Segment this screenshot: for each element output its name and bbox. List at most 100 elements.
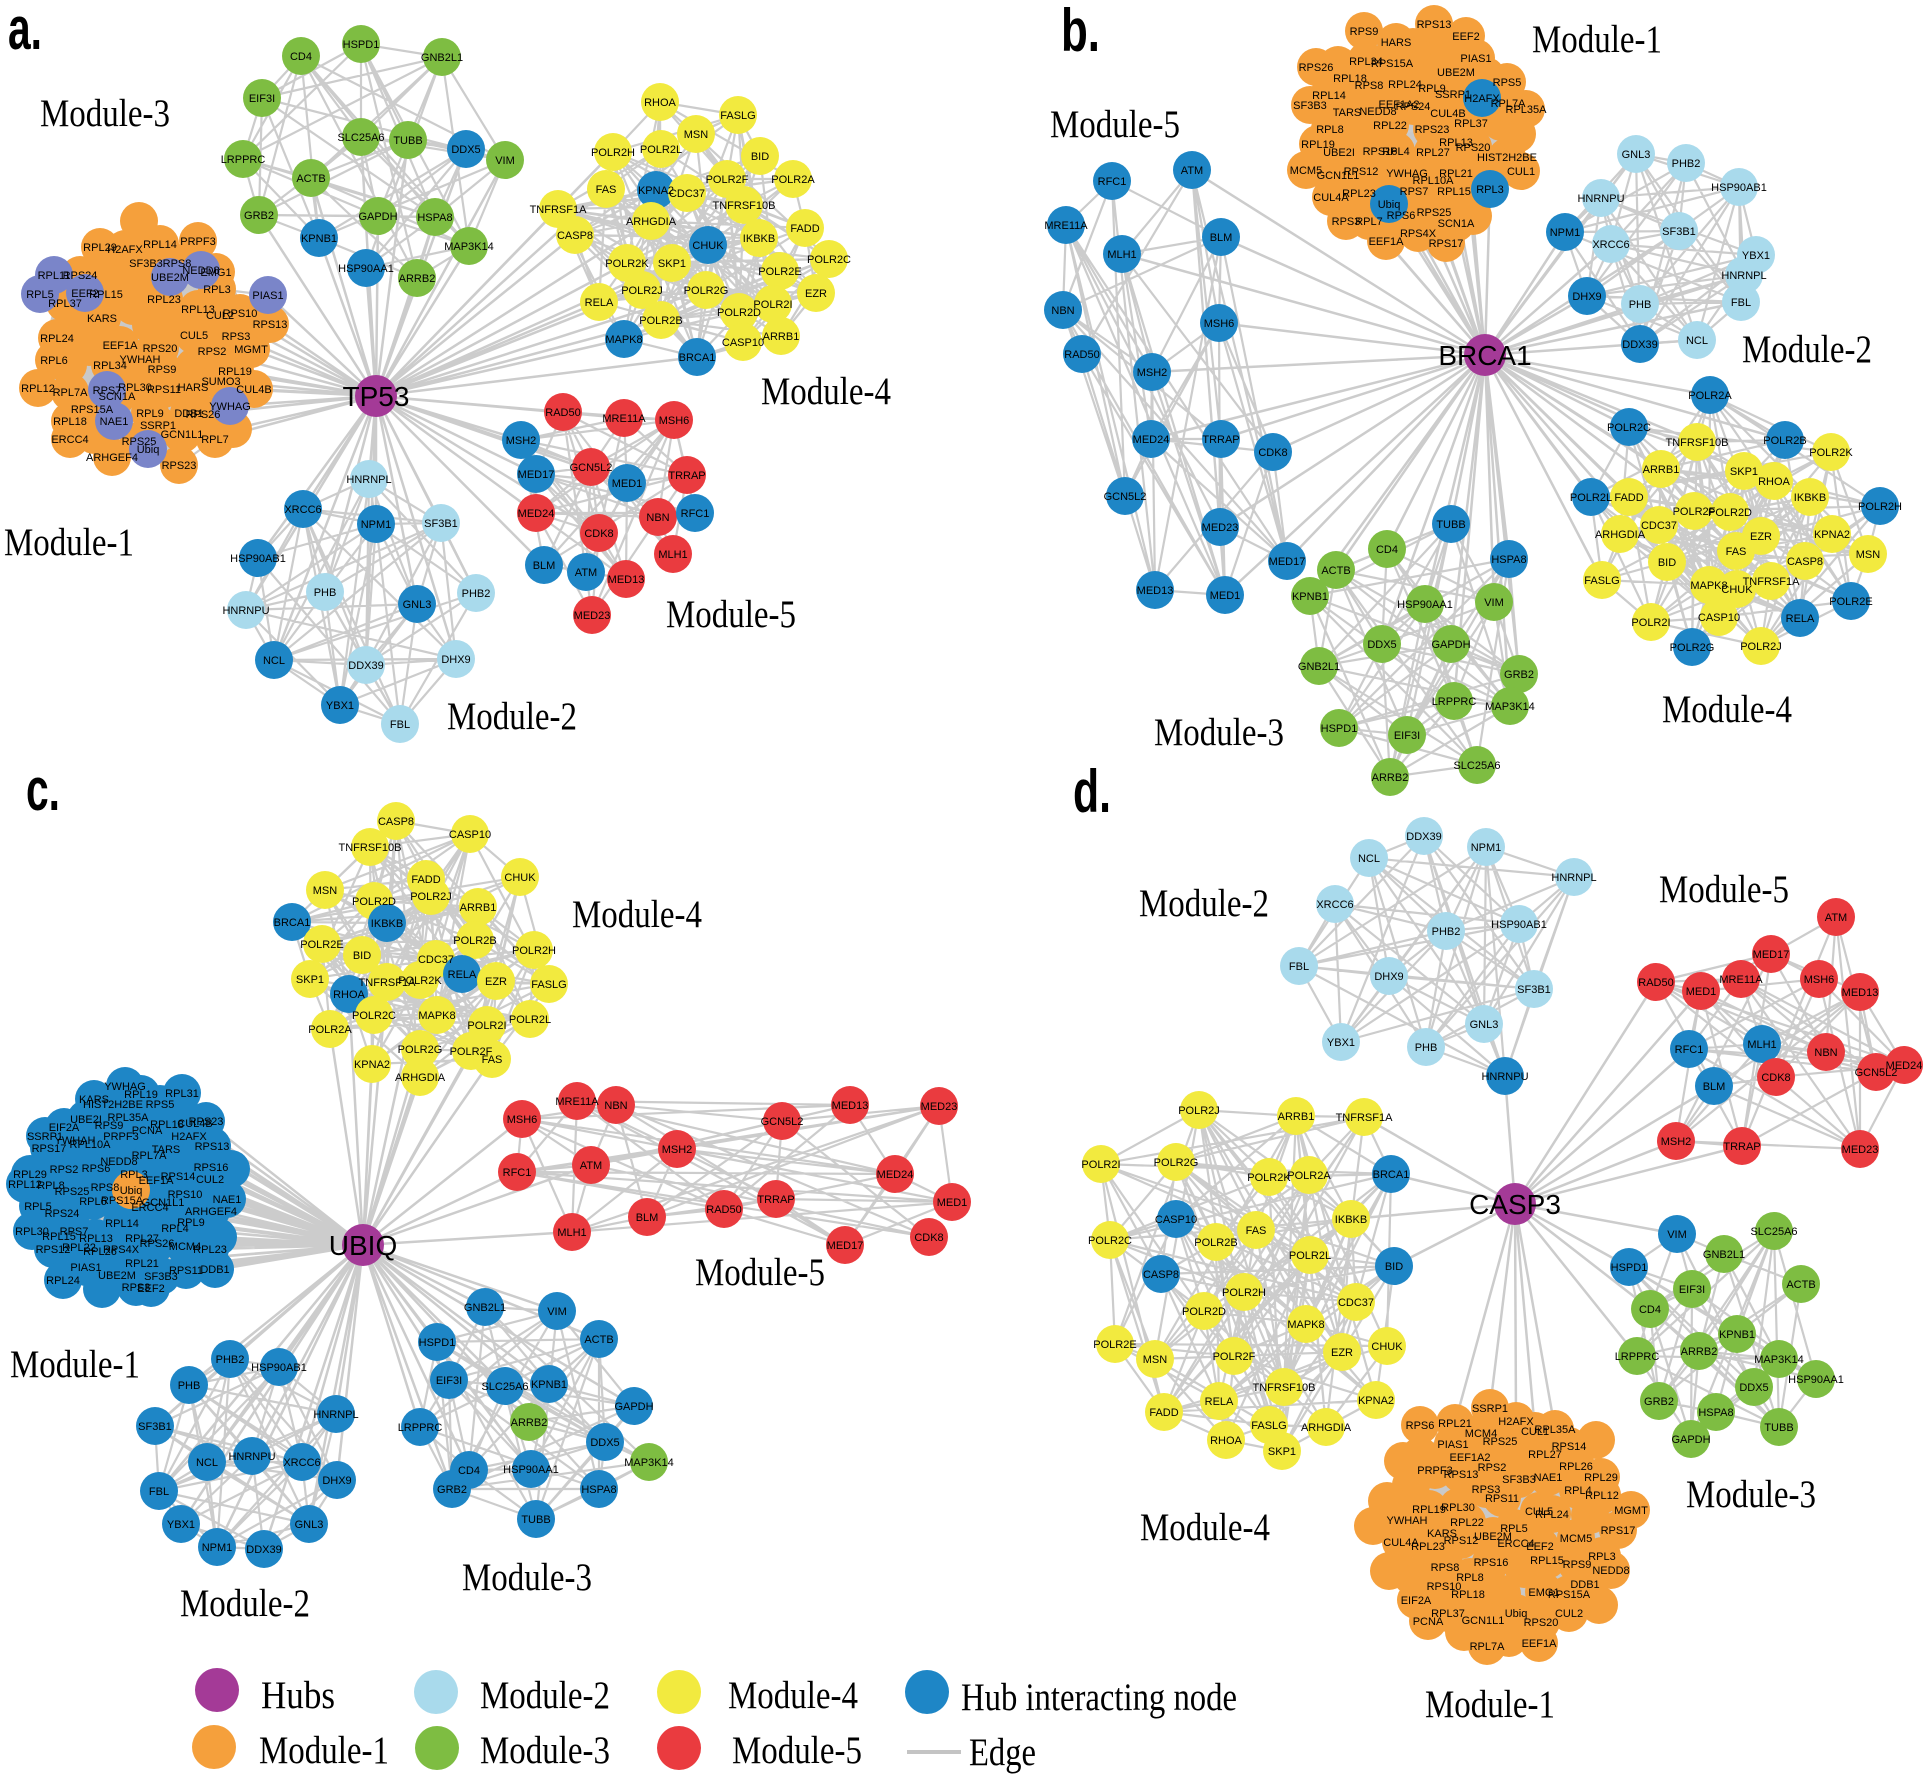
svg-text:GCN5L2: GCN5L2 <box>1104 491 1147 503</box>
svg-text:Module-5: Module-5 <box>666 593 796 636</box>
svg-text:ERCC4: ERCC4 <box>1497 1538 1534 1550</box>
svg-text:EMG1: EMG1 <box>1528 1587 1559 1599</box>
svg-text:RPS5: RPS5 <box>146 1099 175 1111</box>
svg-text:POLR2L: POLR2L <box>509 1014 551 1026</box>
svg-text:H2AFX: H2AFX <box>1498 1416 1534 1428</box>
svg-text:EEF2: EEF2 <box>1452 31 1480 43</box>
svg-text:PIAS1: PIAS1 <box>1460 53 1491 65</box>
svg-text:CDC37: CDC37 <box>669 188 705 200</box>
svg-text:MED24: MED24 <box>877 1169 914 1181</box>
svg-text:RPS17: RPS17 <box>32 1143 67 1155</box>
svg-text:TUBB: TUBB <box>1436 519 1465 531</box>
svg-text:HNRNPU: HNRNPU <box>228 1451 275 1463</box>
svg-text:RPS9: RPS9 <box>148 364 177 376</box>
svg-text:RPS24: RPS24 <box>1396 101 1431 113</box>
svg-text:KARS: KARS <box>79 1094 109 1106</box>
svg-text:NEDD8: NEDD8 <box>182 265 219 277</box>
svg-text:RPL27: RPL27 <box>1528 1449 1562 1461</box>
svg-text:POLR2F: POLR2F <box>1213 1351 1256 1363</box>
svg-text:PCNA: PCNA <box>1413 1616 1444 1628</box>
svg-text:RPL23: RPL23 <box>193 1244 227 1256</box>
svg-text:MED1: MED1 <box>937 1197 968 1209</box>
svg-text:DDX39: DDX39 <box>246 1544 281 1556</box>
svg-text:SF3B3: SF3B3 <box>1293 100 1327 112</box>
svg-text:BRCA1: BRCA1 <box>1438 340 1531 371</box>
svg-text:GAPDH: GAPDH <box>614 1401 653 1413</box>
svg-text:RPS12: RPS12 <box>1344 166 1379 178</box>
svg-text:YWHAG: YWHAG <box>104 1081 146 1093</box>
svg-text:PHB2: PHB2 <box>462 588 491 600</box>
svg-text:RPL3: RPL3 <box>120 1169 148 1181</box>
svg-text:KPNB1: KPNB1 <box>531 1379 567 1391</box>
svg-text:TARS: TARS <box>152 1144 181 1156</box>
svg-text:YBX1: YBX1 <box>1327 1037 1355 1049</box>
svg-text:d.: d. <box>1073 758 1111 825</box>
svg-text:KPNA2: KPNA2 <box>354 1059 390 1071</box>
svg-text:RPL9: RPL9 <box>136 408 164 420</box>
svg-text:RPL21: RPL21 <box>125 1258 159 1270</box>
svg-text:RPS12: RPS12 <box>36 1244 71 1256</box>
svg-text:RPS7: RPS7 <box>60 1226 89 1238</box>
svg-text:RPS16: RPS16 <box>1474 1557 1509 1569</box>
svg-text:RELA: RELA <box>448 969 477 981</box>
svg-text:RPS3: RPS3 <box>222 331 251 343</box>
svg-text:CD4: CD4 <box>458 1465 480 1477</box>
svg-text:MSH2: MSH2 <box>506 435 537 447</box>
svg-text:BLM: BLM <box>533 560 556 572</box>
svg-text:RPS3: RPS3 <box>122 1282 151 1294</box>
svg-text:GRB2: GRB2 <box>437 1484 467 1496</box>
svg-text:DDB1: DDB1 <box>174 408 203 420</box>
svg-text:ARRB2: ARRB2 <box>1681 1346 1718 1358</box>
svg-text:RPS26: RPS26 <box>1299 62 1334 74</box>
svg-text:MGMT: MGMT <box>1614 1505 1648 1517</box>
svg-text:EEF2: EEF2 <box>137 1283 165 1295</box>
svg-text:MED13: MED13 <box>1137 585 1174 597</box>
svg-text:NAE1: NAE1 <box>1534 1472 1563 1484</box>
svg-text:SLC25A6: SLC25A6 <box>481 1381 528 1393</box>
svg-text:KPNB1: KPNB1 <box>1292 591 1328 603</box>
svg-text:UBE2M: UBE2M <box>1474 1531 1512 1543</box>
svg-text:CUL1: CUL1 <box>1521 1426 1549 1438</box>
svg-text:RPL19: RPL19 <box>124 1089 158 1101</box>
svg-text:NPM1: NPM1 <box>1550 227 1581 239</box>
svg-text:SF3B1: SF3B1 <box>1517 984 1551 996</box>
svg-text:BLM: BLM <box>636 1212 659 1224</box>
svg-text:MED17: MED17 <box>1269 556 1306 568</box>
svg-text:CUL4B: CUL4B <box>236 384 271 396</box>
svg-text:RPS3: RPS3 <box>1472 1484 1501 1496</box>
svg-text:HNRNPL: HNRNPL <box>346 474 391 486</box>
svg-text:GAPDH: GAPDH <box>358 211 397 223</box>
svg-text:CDK8: CDK8 <box>1258 447 1287 459</box>
svg-text:CDC37: CDC37 <box>418 954 454 966</box>
svg-text:FASLG: FASLG <box>1251 1420 1286 1432</box>
svg-text:MSN: MSN <box>313 885 338 897</box>
svg-text:MRE11A: MRE11A <box>1719 974 1763 986</box>
svg-text:CDK8: CDK8 <box>584 528 613 540</box>
svg-text:RHOA: RHOA <box>333 989 365 1001</box>
svg-text:HSP90AB1: HSP90AB1 <box>230 553 286 565</box>
svg-text:EZR: EZR <box>805 288 827 300</box>
svg-text:BID: BID <box>1385 1261 1403 1273</box>
svg-text:ARRB2: ARRB2 <box>1372 772 1409 784</box>
svg-text:DDX39: DDX39 <box>1406 831 1441 843</box>
svg-text:MAP3K14: MAP3K14 <box>624 1457 674 1469</box>
svg-text:RPS26: RPS26 <box>186 409 221 421</box>
svg-text:SCN1A: SCN1A <box>1438 218 1475 230</box>
svg-text:MRE11A: MRE11A <box>1044 220 1088 232</box>
svg-text:CUL1: CUL1 <box>1507 166 1535 178</box>
svg-text:BRCA1: BRCA1 <box>679 352 716 364</box>
svg-text:Module-5: Module-5 <box>732 1729 862 1772</box>
svg-text:PHB: PHB <box>1415 1042 1438 1054</box>
svg-text:ARRB1: ARRB1 <box>460 902 497 914</box>
svg-text:PRPF3: PRPF3 <box>1417 1465 1452 1477</box>
svg-text:HSPD1: HSPD1 <box>343 39 380 51</box>
svg-text:RPL30: RPL30 <box>1441 1502 1475 1514</box>
svg-text:SKP1: SKP1 <box>1268 1446 1296 1458</box>
svg-text:ATM: ATM <box>1825 912 1847 924</box>
svg-text:SF3B3: SF3B3 <box>129 258 163 270</box>
svg-text:Module-1: Module-1 <box>10 1343 140 1386</box>
svg-text:EIF3I: EIF3I <box>436 1375 462 1387</box>
svg-text:ERCC4: ERCC4 <box>131 1202 168 1214</box>
svg-text:Module-4: Module-4 <box>572 893 702 936</box>
svg-text:RPS2: RPS2 <box>50 1164 79 1176</box>
